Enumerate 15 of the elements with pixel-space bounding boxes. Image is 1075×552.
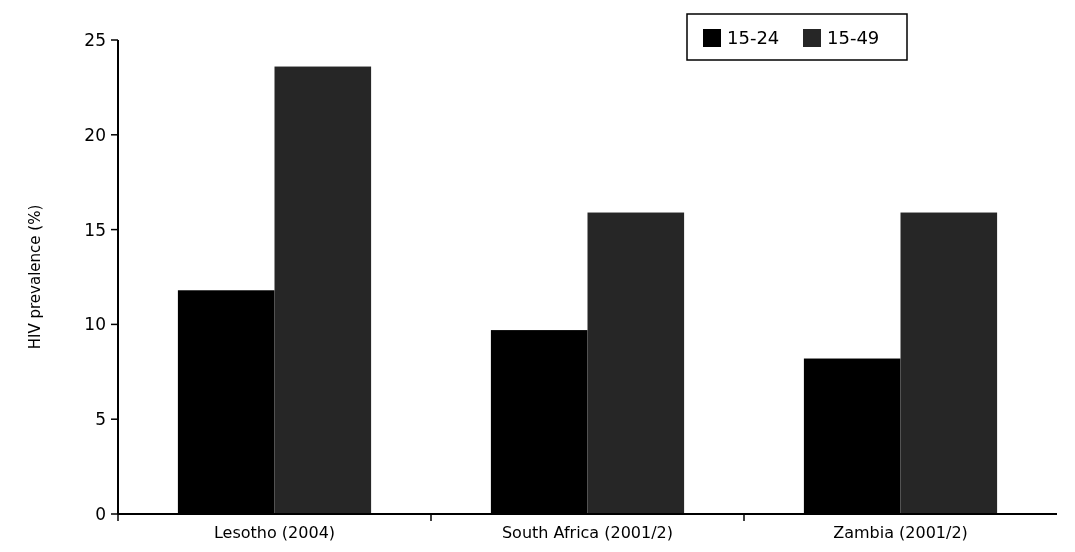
y-tick-label: 25 <box>84 29 106 50</box>
y-tick-label: 10 <box>84 314 106 335</box>
y-tick-label: 20 <box>84 124 106 145</box>
y-tick-label: 15 <box>84 219 106 240</box>
legend-label: 15-24 <box>727 27 780 49</box>
bar <box>274 66 372 514</box>
x-tick-label: South Africa (2001/2) <box>501 523 674 542</box>
bar <box>587 212 685 514</box>
legend-label: 15-49 <box>827 27 880 49</box>
x-tick-label: Zambia (2001/2) <box>833 523 968 542</box>
y-tick-label: 5 <box>95 409 106 430</box>
y-axis-title: HIV prevalence (%) <box>26 204 44 350</box>
x-tick-label: Lesotho (2004) <box>213 523 336 542</box>
y-tick-label: 0 <box>95 503 106 524</box>
bar <box>900 212 998 514</box>
